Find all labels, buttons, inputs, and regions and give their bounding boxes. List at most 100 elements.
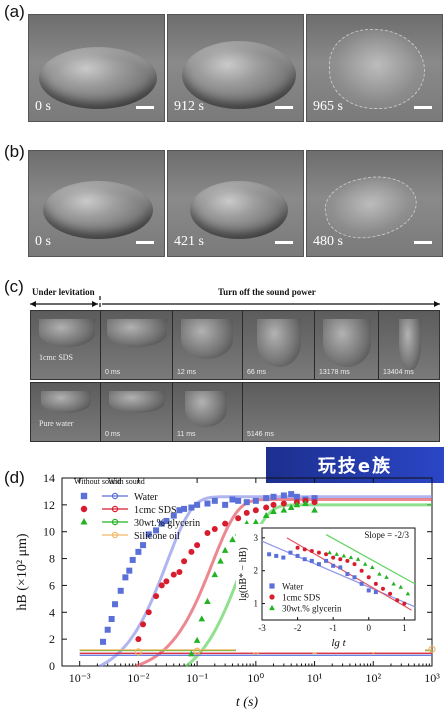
- data-point: [112, 601, 119, 608]
- legend-header-with: With sound: [108, 477, 145, 486]
- data-point: [270, 493, 277, 500]
- frame-time: 13404 ms: [383, 369, 414, 376]
- legend-marker: [111, 518, 119, 526]
- inset-x-tick-label: 0: [366, 623, 371, 633]
- legend-marker: [111, 492, 119, 500]
- inset-data-point: [345, 558, 350, 563]
- water-frame-2: 11 ms: [173, 383, 243, 441]
- data-point: [126, 567, 133, 574]
- y-tick-label: 0: [49, 659, 55, 673]
- bursting-droplet: [329, 29, 425, 109]
- data-point: [100, 638, 107, 645]
- data-point: [252, 507, 259, 514]
- data-point: [188, 650, 195, 657]
- legend-marker: [111, 531, 119, 539]
- inset-legend-marker: [269, 594, 275, 600]
- sound-off-header: Turn off the sound power: [218, 287, 316, 297]
- droplet: [41, 391, 91, 413]
- data-point: [263, 495, 270, 502]
- frame-time: 421 s: [174, 234, 204, 249]
- legend-label: 1cmc SDS: [134, 505, 177, 516]
- data-point: [163, 578, 170, 585]
- data-point: [302, 499, 309, 506]
- data-point: [222, 520, 229, 527]
- inset-data-point: [334, 551, 339, 556]
- inset-data-point: [309, 549, 314, 553]
- data-point: [229, 496, 236, 503]
- inset-data-point: [352, 562, 357, 567]
- legend-label: Water: [134, 492, 158, 503]
- inset-data-point: [373, 581, 378, 586]
- data-point: [293, 493, 300, 500]
- y-axis-label: hB (×10² μm): [15, 533, 30, 610]
- panel-a-frame-1: 0 s: [28, 14, 165, 122]
- watermark-logo: 玩技e族: [266, 447, 444, 483]
- inset-data-point: [341, 553, 347, 558]
- panel-a-frame-2: 912 s: [167, 14, 304, 122]
- frame-time: 5146 ms: [247, 431, 274, 438]
- data-point: [135, 636, 142, 643]
- data-point: [198, 615, 206, 622]
- inset-data-point: [331, 563, 336, 568]
- data-point: [117, 587, 124, 594]
- data-point: [193, 647, 201, 655]
- inset-data-point: [288, 550, 293, 555]
- inset-data-point: [395, 598, 400, 603]
- panel-c-label: (c): [4, 277, 24, 296]
- sds-frame-3: 66 ms: [243, 311, 315, 379]
- data-point: [204, 530, 211, 537]
- data-point: [145, 531, 152, 538]
- data-point: [158, 582, 165, 589]
- data-point: [280, 492, 287, 499]
- fit-curve: [185, 503, 432, 668]
- scale-bar: [275, 106, 293, 109]
- data-point: [193, 636, 201, 643]
- droplet: [190, 181, 288, 239]
- timeline-arrows: [30, 296, 440, 320]
- frame-time: 12 ms: [177, 369, 197, 376]
- frame-time: 13178 ms: [319, 369, 350, 376]
- inset-legend-label: Water: [282, 582, 303, 592]
- water-frame-1: 0 ms: [101, 383, 173, 441]
- data-point: [311, 499, 318, 506]
- data-point: [229, 536, 236, 543]
- inset-data-point: [295, 545, 300, 550]
- droplet: [39, 319, 95, 347]
- data-point: [243, 509, 250, 516]
- data-point: [217, 557, 224, 564]
- data-point: [194, 542, 201, 549]
- x-tick-label: 10⁻¹: [186, 671, 208, 685]
- droplet: [107, 319, 167, 347]
- data-point: [104, 626, 111, 633]
- droplet: [39, 47, 157, 109]
- inset-data-point: [281, 555, 286, 560]
- data-point: [211, 571, 219, 578]
- droplet: [181, 319, 233, 359]
- inset-data-point: [366, 575, 371, 580]
- panel-b-label: (b): [4, 142, 25, 161]
- data-point: [263, 504, 270, 511]
- data-point: [280, 506, 288, 513]
- sds-frame-5: 13404 ms: [379, 311, 439, 379]
- data-point: [145, 609, 152, 616]
- x-axis-label: t (s): [236, 695, 259, 710]
- inset-data-point: [359, 581, 364, 586]
- inset-data-point: [295, 553, 300, 558]
- scale-bar: [136, 241, 154, 244]
- data-point: [262, 512, 270, 518]
- frame-time: 0 s: [35, 234, 51, 249]
- sds-frame-4: 13178 ms: [315, 311, 379, 379]
- panel-b-frame-1: 0 s: [28, 150, 165, 257]
- inset-legend-label: 1cmc SDS: [282, 593, 320, 603]
- panel-b-frame-3: 480 s: [306, 150, 443, 257]
- inset-data-point: [388, 591, 393, 596]
- data-point: [235, 497, 242, 504]
- inset-legend-label: 30wt.% glycerin: [282, 604, 342, 614]
- data-point: [270, 501, 277, 508]
- data-point: [181, 558, 188, 565]
- data-point: [140, 621, 147, 628]
- droplet: [323, 319, 371, 367]
- legend-marker: [80, 505, 88, 513]
- frame-time: 0 s: [35, 99, 51, 114]
- inset-x-tick-label: -2: [294, 623, 302, 633]
